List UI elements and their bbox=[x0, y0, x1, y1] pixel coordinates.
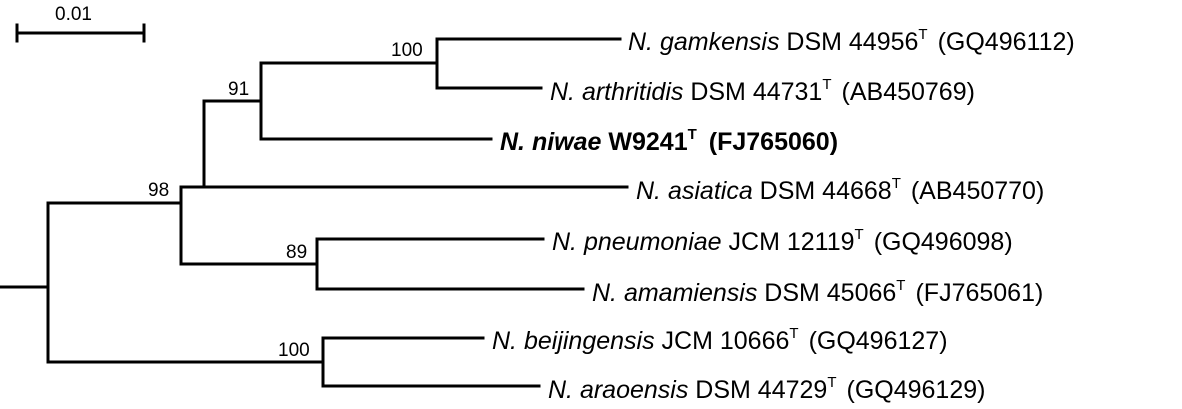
taxon-label: N. gamkensis DSM 44956T (GQ496112) bbox=[628, 26, 1075, 56]
taxon-label: N. araoensis DSM 44729T (GQ496129) bbox=[548, 374, 985, 404]
taxon-label: N. amamiensis DSM 45066T (FJ765061) bbox=[592, 277, 1043, 307]
taxon-label: N. beijingensis JCM 10666T (GQ496127) bbox=[492, 325, 948, 355]
taxon-label: N. asiatica DSM 44668T (AB450770) bbox=[636, 175, 1044, 205]
scale-bar: 0.01 bbox=[15, 4, 146, 43]
bootstrap-niwae-clade: 91 bbox=[228, 79, 249, 100]
bootstrap-values: 100 91 98 89 100 bbox=[148, 40, 423, 361]
bootstrap-pneumoniae-amamiensis: 89 bbox=[286, 242, 307, 263]
bootstrap-gamkensis-arthritidis: 100 bbox=[391, 40, 423, 61]
bootstrap-beijingensis-araoensis: 100 bbox=[278, 340, 310, 361]
scale-bar-label: 0.01 bbox=[55, 4, 92, 25]
taxon-label-highlighted: N. niwae W9241T (FJ765060) bbox=[500, 126, 838, 156]
bootstrap-main-clade: 98 bbox=[148, 180, 169, 201]
taxon-label: N. pneumoniae JCM 12119T (GQ496098) bbox=[552, 226, 1013, 256]
taxon-labels: N. gamkensis DSM 44956T (GQ496112) N. art… bbox=[492, 26, 1075, 404]
taxon-label: N. arthritidis DSM 44731T (AB450769) bbox=[550, 76, 975, 106]
tree-branches bbox=[0, 37, 629, 388]
